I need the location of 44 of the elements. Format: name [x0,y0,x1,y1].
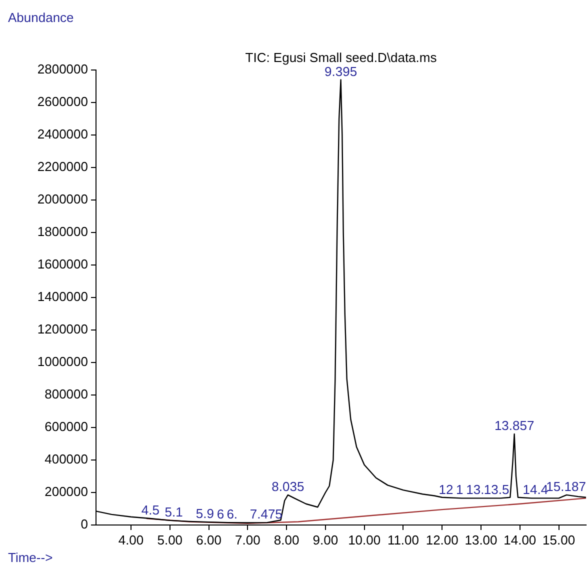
annotation: 5.1 [164,504,183,520]
y-tick-label: 2000000 [37,192,88,207]
y-tick-label: 1600000 [37,256,88,272]
annotation: 9.395 [324,64,358,79]
y-tick-label: 600000 [44,419,88,434]
annotation: 13.5 [484,482,510,498]
y-tick-label: 1400000 [37,289,88,304]
x-tick-label: 13.00 [464,532,498,548]
x-tick-label: 6.00 [196,532,222,548]
annotation: 1 [456,482,464,498]
x-tick-label: 8.00 [274,532,300,548]
annotation: 4.5 [141,502,160,518]
y-tick-label: 2800000 [37,62,88,77]
x-tick-label: 12.00 [426,532,458,548]
y-tick-label: 1200000 [37,322,88,337]
y-axis-title: Abundance [8,10,74,25]
y-tick-label: 1800000 [37,224,88,240]
x-tick-label: 7.00 [235,532,260,548]
annotation: 5.9 [196,506,214,522]
y-tick-label: 2600000 [37,94,88,110]
annotation: 6. [226,506,238,522]
x-tick-label: 15.00 [542,532,576,548]
y-tick-label: 0 [80,516,88,532]
y-tick-label: 400000 [44,452,88,467]
annotation: 8.035 [272,478,304,494]
annotation: 13. [466,482,484,498]
x-axis-title: Time--> [8,550,53,565]
x-tick-label: 10.00 [348,532,381,548]
y-tick-label: 800000 [44,386,88,402]
y-tick-label: 2200000 [37,159,88,174]
x-tick-label: 9.00 [312,532,338,548]
x-tick-label: 4.00 [118,532,144,548]
annotation: 7.475 [250,506,282,522]
annotation: 13.857 [494,418,534,433]
x-tick-label: 14.00 [504,532,536,548]
chart-title: TIC: Egusi Small seed.D\data.ms [245,50,438,65]
y-tick-label: 200000 [44,484,88,500]
y-tick-label: 1000000 [37,354,88,370]
y-tick-label: 2400000 [37,126,88,142]
x-tick-label: 11.00 [387,532,420,548]
annotation: 14.4 [522,482,548,498]
x-tick-label: 5.00 [157,532,183,548]
annotation: 6 [216,506,224,522]
annotation: 12 [438,482,454,498]
